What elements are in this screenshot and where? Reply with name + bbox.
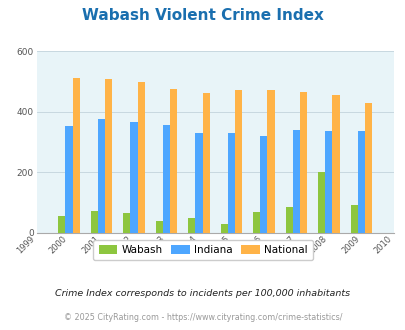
Bar xyxy=(105,79,112,233)
Text: Wabash Violent Crime Index: Wabash Violent Crime Index xyxy=(82,8,323,23)
Bar xyxy=(332,95,339,233)
Bar xyxy=(170,89,177,233)
Bar xyxy=(234,90,241,233)
Bar xyxy=(227,133,234,233)
Bar xyxy=(202,93,209,233)
Bar xyxy=(285,207,292,233)
Bar xyxy=(350,205,357,233)
Bar xyxy=(324,131,332,233)
Bar xyxy=(123,213,130,233)
Bar xyxy=(318,172,324,233)
Bar xyxy=(220,224,227,233)
Bar xyxy=(267,89,274,233)
Bar xyxy=(253,212,260,233)
Bar xyxy=(357,131,364,233)
Bar xyxy=(292,130,299,233)
Bar xyxy=(58,216,65,233)
Legend: Wabash, Indiana, National: Wabash, Indiana, National xyxy=(93,240,312,260)
Bar xyxy=(72,79,79,233)
Bar xyxy=(364,103,371,233)
Text: © 2025 CityRating.com - https://www.cityrating.com/crime-statistics/: © 2025 CityRating.com - https://www.city… xyxy=(64,313,341,322)
Bar xyxy=(260,137,267,233)
Bar xyxy=(156,221,162,233)
Bar xyxy=(195,133,202,233)
Text: Crime Index corresponds to incidents per 100,000 inhabitants: Crime Index corresponds to incidents per… xyxy=(55,289,350,298)
Bar xyxy=(137,82,144,233)
Bar xyxy=(65,126,72,233)
Bar xyxy=(91,212,98,233)
Bar xyxy=(188,218,195,233)
Bar xyxy=(299,92,306,233)
Bar xyxy=(162,125,170,233)
Bar xyxy=(98,119,105,233)
Bar xyxy=(130,122,137,233)
